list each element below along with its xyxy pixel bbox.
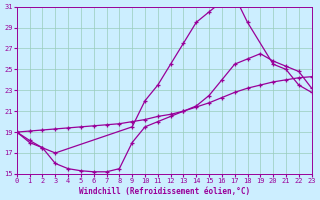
X-axis label: Windchill (Refroidissement éolien,°C): Windchill (Refroidissement éolien,°C) — [79, 187, 250, 196]
